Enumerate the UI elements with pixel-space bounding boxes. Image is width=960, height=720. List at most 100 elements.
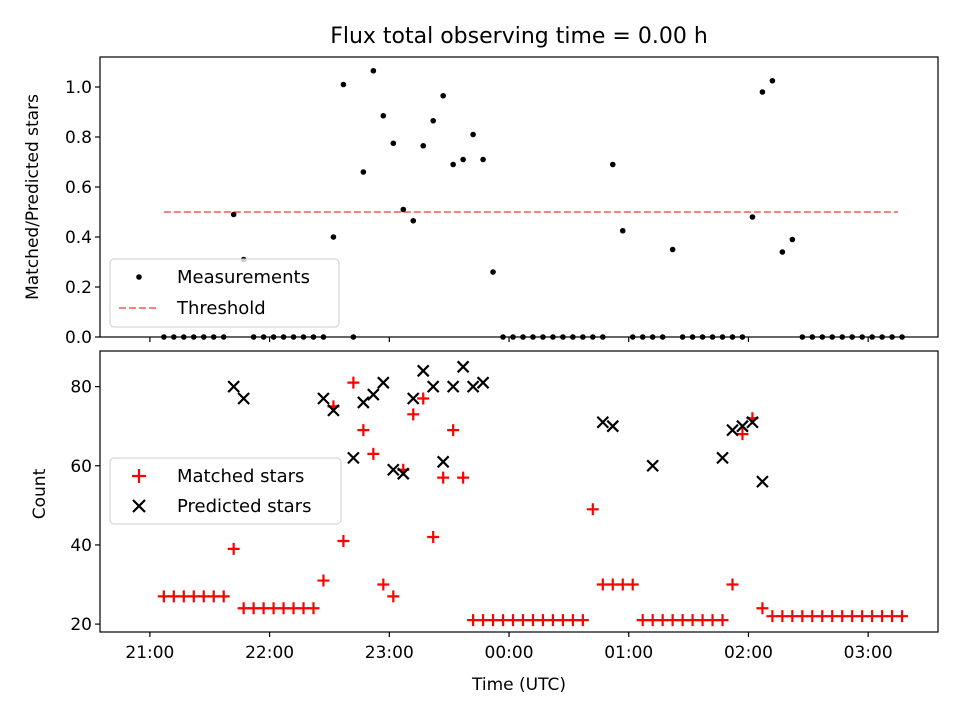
measurement-point [769, 77, 776, 84]
bottom-y-ticks: 20 40 60 80 [70, 378, 100, 635]
matched-star-point [387, 590, 400, 603]
top-ytick-label: 0.2 [65, 278, 92, 298]
predicted-star-point [367, 388, 380, 401]
predicted-star-point [387, 463, 400, 477]
top-legend-box [109, 258, 340, 328]
matched-star-point [756, 602, 769, 615]
predicted-star-point [606, 419, 620, 433]
predicted-star-point [456, 360, 470, 374]
measurement-point [330, 234, 337, 240]
measurement-point [340, 81, 347, 88]
matched-star-point [417, 392, 430, 405]
measurement-point [490, 269, 496, 275]
bottom-legend-box [109, 457, 342, 525]
bottom-xtick-label: 23:00 [365, 643, 414, 663]
measurement-point [450, 161, 456, 168]
legend-matched-label: Matched stars [177, 466, 304, 487]
matched-star-point [736, 428, 749, 441]
measurement-point [609, 161, 616, 168]
bottom-xtick-label: 02:00 [724, 643, 773, 663]
predicted-star-point [416, 364, 430, 378]
top-ytick-label: 0.6 [65, 178, 92, 198]
matched-star-point [357, 424, 370, 437]
top-ytick-label: 0.8 [65, 128, 92, 148]
measurement-point [430, 117, 437, 124]
matched-star-point [307, 602, 320, 615]
matched-star-point [726, 578, 739, 591]
measurement-point [370, 67, 377, 74]
legend-matched-marker [132, 469, 146, 483]
bottom-xtick-label: 21:00 [125, 643, 174, 663]
top-y-ticks: 0.0 0.2 0.4 0.6 0.8 1.0 [65, 78, 100, 348]
matched-star-point [377, 578, 390, 591]
legend-measurements-marker [136, 274, 142, 280]
top-panel: Flux total observing time = 0.00 h Match… [23, 24, 939, 348]
measurement-point [779, 249, 786, 255]
predicted-star-point [736, 419, 749, 433]
measurement-point [789, 236, 796, 243]
measurement-point [749, 214, 756, 220]
legend-predicted-label: Predicted stars [177, 496, 311, 517]
predicted-star-point [476, 376, 490, 389]
matched-star-point [716, 614, 729, 627]
predicted-star-point [426, 380, 440, 393]
bottom-ytick-label: 20 [70, 615, 92, 635]
legend-measurements-label: Measurements [177, 267, 310, 288]
predicted-star-point [756, 475, 769, 488]
predicted-star-point [746, 415, 759, 429]
top-ylabel: Matched/Predicted stars [23, 94, 43, 300]
measurement-point [390, 140, 397, 147]
matched-star-point [626, 578, 639, 591]
predicted-star-point [446, 380, 460, 393]
bottom-xtick-label: 03:00 [844, 643, 893, 663]
predicted-star-point [436, 455, 450, 469]
top-title: Flux total observing time = 0.00 h [330, 24, 708, 49]
measurement-point [759, 89, 766, 95]
measurement-point [380, 112, 387, 119]
legend-threshold-label: Threshold [176, 298, 266, 319]
predicted-star-point [237, 392, 250, 405]
predicted-star-point [327, 404, 340, 417]
matched-star-point [586, 503, 599, 516]
matched-star-point [367, 447, 380, 460]
predicted-star-point [317, 392, 330, 405]
predicted-star-point [227, 380, 240, 393]
matched-star-point [447, 424, 460, 437]
measurement-point [420, 142, 427, 149]
bottom-xlabel: Time (UTC) [471, 675, 566, 695]
predicted-star-point [716, 451, 729, 465]
top-ytick-label: 0.0 [65, 328, 92, 348]
measurement-point [470, 131, 476, 138]
bottom-panel: Count 20 40 60 80 21:00 22:00 23:00 00:00 01:00… [30, 350, 939, 695]
matched-star-point [457, 471, 470, 484]
bottom-ytick-label: 80 [70, 378, 92, 398]
measurement-point [440, 92, 446, 99]
predicted-star-point [377, 376, 390, 389]
top-ytick-label: 1.0 [65, 78, 92, 98]
measurement-point [480, 156, 486, 163]
top-x-ticks [149, 337, 869, 342]
predicted-star-point [357, 396, 370, 409]
matched-star-point [437, 471, 450, 484]
top-legend: Measurements Threshold [109, 258, 340, 328]
matched-star-point [896, 610, 909, 623]
measurement-point [460, 156, 466, 163]
legend-predicted-marker [132, 499, 146, 513]
bottom-ylabel: Count [30, 468, 50, 519]
measurement-point [410, 217, 417, 224]
bottom-xtick-label: 00:00 [485, 643, 534, 663]
matched-star-point [317, 574, 330, 587]
predicted-star-point [406, 392, 420, 405]
matched-star-point [227, 542, 240, 555]
bottom-plot-marks [157, 360, 909, 627]
matched-star-point [427, 531, 440, 544]
measurement-point [230, 211, 237, 218]
predicted-star-point [396, 467, 410, 480]
predicted-star-point [466, 380, 480, 393]
measurement-point [669, 246, 676, 253]
top-ytick-label: 0.4 [65, 228, 92, 248]
measurement-point [400, 206, 407, 213]
bottom-ytick-label: 60 [70, 457, 92, 477]
matched-star-point [407, 408, 420, 421]
